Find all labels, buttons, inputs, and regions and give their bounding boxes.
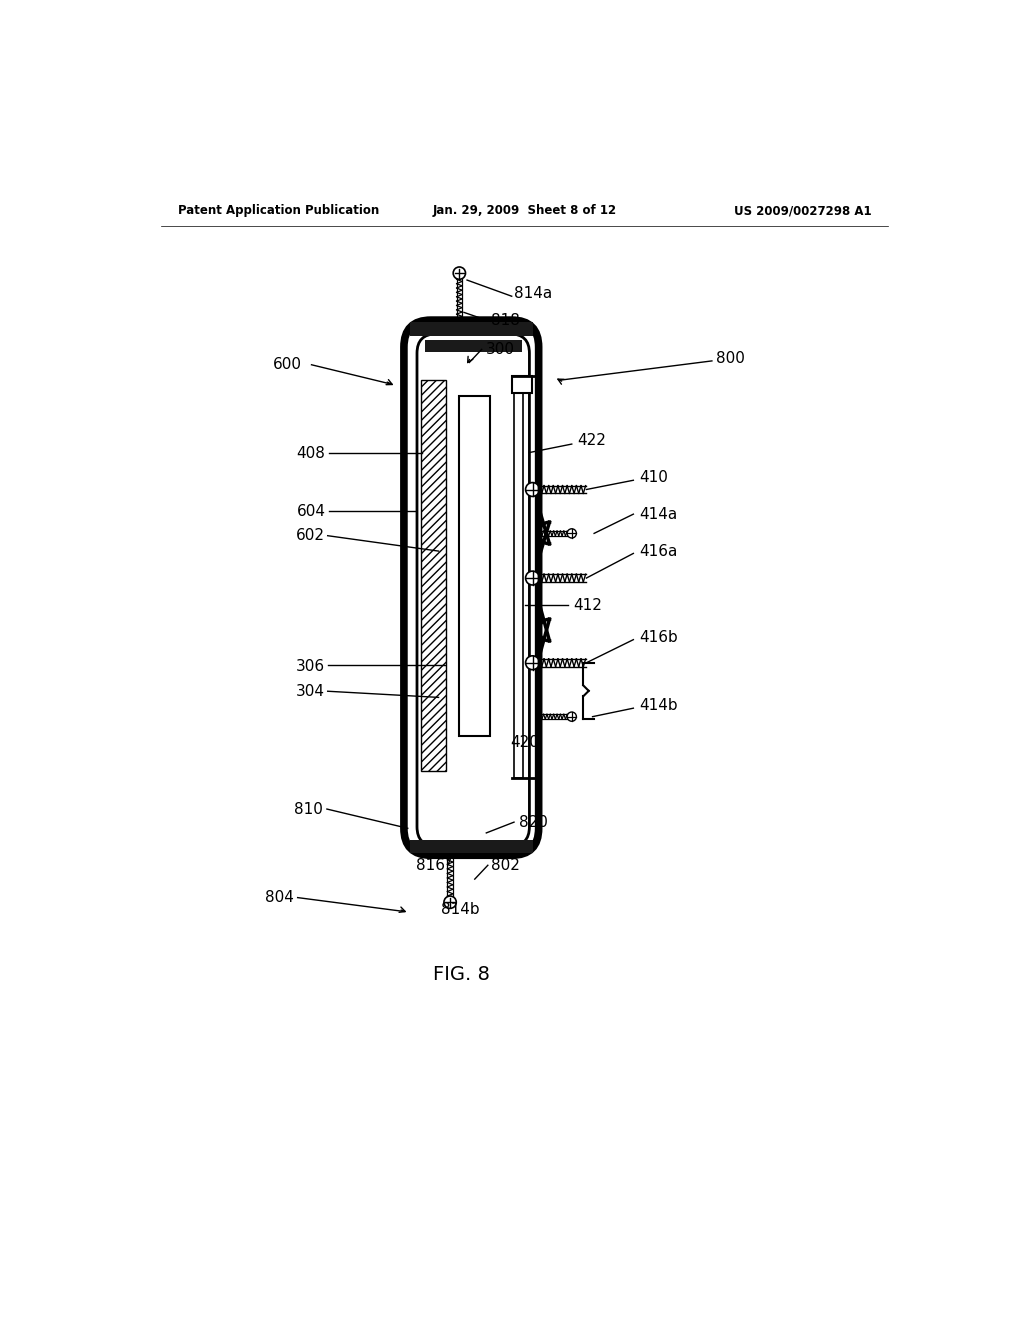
Text: 600: 600 bbox=[272, 358, 301, 372]
Text: Patent Application Publication: Patent Application Publication bbox=[178, 205, 380, 218]
Bar bbox=[410, 840, 532, 853]
Circle shape bbox=[525, 656, 540, 669]
Text: 304: 304 bbox=[296, 684, 325, 698]
Bar bbox=[460, 396, 490, 737]
Text: 412: 412 bbox=[573, 598, 602, 612]
Text: 414a: 414a bbox=[639, 507, 677, 521]
Text: 814a: 814a bbox=[514, 285, 552, 301]
Text: 816: 816 bbox=[416, 858, 444, 873]
Bar bbox=[421, 380, 446, 771]
Circle shape bbox=[525, 572, 540, 585]
FancyBboxPatch shape bbox=[417, 334, 529, 846]
FancyBboxPatch shape bbox=[403, 321, 539, 855]
Text: 810: 810 bbox=[294, 801, 323, 817]
Circle shape bbox=[567, 711, 577, 721]
Text: 804: 804 bbox=[265, 890, 294, 906]
Text: 408: 408 bbox=[297, 446, 326, 461]
Text: 420: 420 bbox=[510, 734, 540, 750]
Circle shape bbox=[525, 483, 540, 496]
Text: 814b: 814b bbox=[440, 902, 479, 916]
Text: 306: 306 bbox=[296, 659, 325, 675]
Text: 416a: 416a bbox=[639, 544, 677, 558]
Text: US 2009/0027298 A1: US 2009/0027298 A1 bbox=[733, 205, 871, 218]
Text: 800: 800 bbox=[716, 351, 744, 366]
Text: 818: 818 bbox=[490, 313, 520, 327]
Text: 604: 604 bbox=[297, 503, 326, 519]
Bar bbox=[512, 376, 531, 393]
Text: 414b: 414b bbox=[639, 697, 678, 713]
Circle shape bbox=[567, 529, 577, 539]
Text: Jan. 29, 2009  Sheet 8 of 12: Jan. 29, 2009 Sheet 8 of 12 bbox=[433, 205, 616, 218]
Text: 416b: 416b bbox=[639, 630, 678, 645]
Text: 602: 602 bbox=[296, 528, 325, 544]
Bar bbox=[410, 322, 532, 335]
Circle shape bbox=[454, 267, 466, 280]
Text: 410: 410 bbox=[639, 470, 668, 486]
Text: 300: 300 bbox=[486, 342, 515, 356]
Text: 820: 820 bbox=[519, 814, 548, 830]
Text: 802: 802 bbox=[490, 858, 520, 873]
Text: FIG. 8: FIG. 8 bbox=[433, 965, 490, 985]
Circle shape bbox=[444, 896, 457, 908]
Bar bbox=[425, 341, 521, 352]
Bar bbox=[514, 376, 523, 779]
Text: 422: 422 bbox=[578, 433, 606, 449]
